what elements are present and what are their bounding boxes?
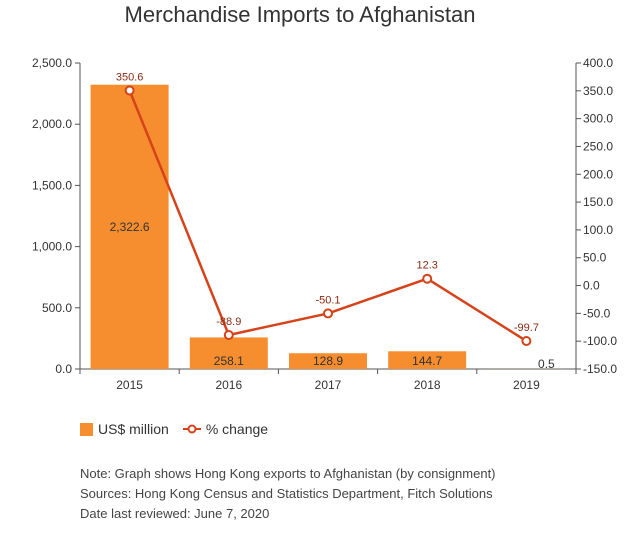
right-tick-label: 250.0 bbox=[583, 139, 613, 153]
line-value-label: -50.1 bbox=[315, 294, 340, 306]
line-value-label: -88.9 bbox=[216, 316, 241, 328]
bar-2017 bbox=[289, 353, 367, 369]
legend-bar-label: US$ million bbox=[98, 421, 169, 437]
left-tick-label: 2,000.0 bbox=[32, 117, 72, 131]
legend-item-bar[interactable]: US$ million bbox=[80, 421, 169, 437]
bar-value-label: 144.7 bbox=[412, 354, 442, 368]
chart-notes: Note: Graph shows Hong Kong exports to A… bbox=[80, 464, 496, 524]
line-swatch-icon bbox=[182, 424, 201, 434]
line-point-2015 bbox=[124, 85, 135, 96]
right-tick-label: 100.0 bbox=[583, 223, 613, 237]
bar-value-label: 0.5 bbox=[538, 357, 555, 371]
chart-plot: 0.0 500.0 1,000.0 1,500.0 2,000.0 2,500.0 -150… bbox=[32, 56, 617, 392]
x-tick-label: 2018 bbox=[414, 378, 441, 392]
left-tick-label: 1,500.0 bbox=[32, 178, 72, 192]
right-tick-label: 300.0 bbox=[583, 112, 613, 126]
right-tick-label: 50.0 bbox=[583, 251, 607, 265]
right-tick-label: 150.0 bbox=[583, 195, 613, 209]
right-tick-label: -50.0 bbox=[583, 306, 611, 320]
x-tick-label: 2019 bbox=[513, 378, 540, 392]
x-tick-label: 2015 bbox=[116, 378, 143, 392]
bar-2016 bbox=[189, 337, 268, 369]
right-tick-label: -150.0 bbox=[583, 362, 617, 376]
line-point-2019 bbox=[521, 336, 532, 347]
left-tick-label: 0.0 bbox=[55, 362, 72, 376]
legend-line-label: % change bbox=[205, 421, 269, 437]
sources-text: Sources: Hong Kong Census and Statistics… bbox=[80, 486, 493, 501]
left-tick-label: 1,000.0 bbox=[32, 240, 72, 254]
left-tick-label: 500.0 bbox=[42, 301, 72, 315]
bar-value-label: 128.9 bbox=[313, 354, 343, 368]
line-value-label: 350.6 bbox=[116, 71, 144, 83]
right-tick-label: -100.0 bbox=[583, 334, 617, 348]
bar-value-label: 258.1 bbox=[214, 354, 244, 368]
bar-swatch-icon bbox=[80, 422, 93, 436]
line-point-2017 bbox=[323, 308, 333, 319]
line-value-label: 12.3 bbox=[416, 260, 437, 272]
right-tick-label: 0.0 bbox=[583, 279, 600, 293]
chart-title: Merchandise Imports to Afghanistan bbox=[124, 2, 476, 27]
reviewed-text: Date last reviewed: June 7, 2020 bbox=[80, 506, 270, 521]
line-point-2016 bbox=[223, 330, 234, 341]
bar-value-label: 2,322.6 bbox=[110, 220, 150, 234]
left-tick-label: 2,500.0 bbox=[32, 56, 72, 70]
note-text: Note: Graph shows Hong Kong exports to A… bbox=[80, 466, 496, 481]
x-tick-label: 2017 bbox=[315, 378, 342, 392]
legend-item-line[interactable]: % change bbox=[182, 421, 269, 437]
line-value-label: -99.7 bbox=[514, 322, 539, 334]
x-tick-label: 2016 bbox=[215, 378, 242, 392]
right-tick-label: 200.0 bbox=[583, 167, 613, 181]
chart-legend: US$ million % change bbox=[80, 421, 282, 437]
bar-2015 bbox=[90, 84, 169, 370]
bar-2018 bbox=[388, 351, 467, 369]
right-tick-label: 350.0 bbox=[583, 84, 613, 98]
right-tick-label: 400.0 bbox=[583, 56, 613, 70]
line-point-2018 bbox=[422, 273, 433, 284]
